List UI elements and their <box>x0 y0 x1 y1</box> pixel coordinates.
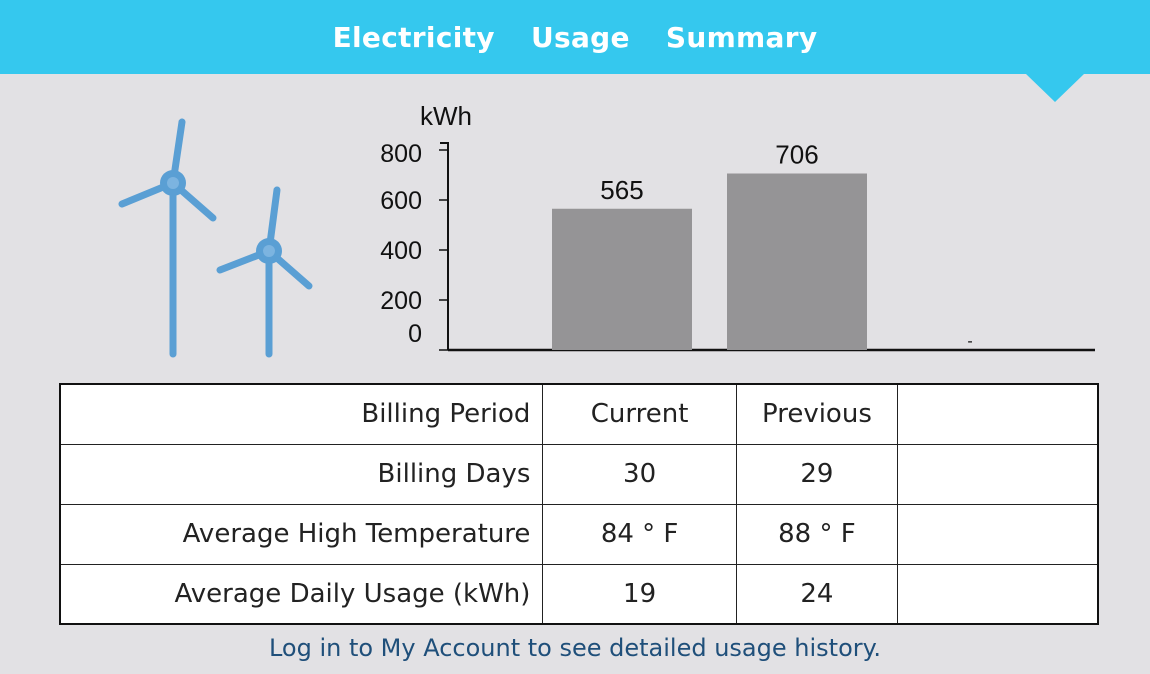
y-tick-label: 200 <box>380 287 422 315</box>
data-label: 706 <box>775 140 818 170</box>
bar <box>552 208 692 350</box>
row-label: Average High Temperature <box>59 503 544 565</box>
current-value: Current <box>542 383 737 445</box>
table-row: Billing Days 30 29 <box>59 443 1099 505</box>
bar <box>727 173 867 350</box>
y-tick-label: 0 <box>408 320 422 348</box>
data-label: - <box>967 333 972 350</box>
current-value: 30 <box>542 443 737 505</box>
turbine-small-icon <box>216 186 313 358</box>
previous-value: 88 ° F <box>735 503 899 565</box>
row-label: Billing Period <box>59 383 544 445</box>
table-row: Average Daily Usage (kWh) 19 24 <box>59 563 1099 625</box>
previous-value: 29 <box>735 443 899 505</box>
header-notch <box>1026 74 1084 102</box>
usage-table: Billing Period Current Previous Billing … <box>59 383 1099 625</box>
usage-bar-chart: kWh 800 600 400 200 0 565 706 - <box>360 92 1120 372</box>
row-label: Average Daily Usage (kWh) <box>59 563 544 625</box>
y-axis-label: kWh <box>420 101 472 131</box>
y-tick-label: 400 <box>380 237 422 265</box>
extra-value <box>897 383 1099 445</box>
previous-value: 24 <box>735 563 899 625</box>
page-title: Electricity Usage Summary <box>332 20 818 54</box>
extra-value <box>897 503 1099 565</box>
table-row: Billing Period Current Previous <box>59 383 1099 445</box>
extra-value <box>897 563 1099 625</box>
data-label: 565 <box>600 175 643 205</box>
previous-value: Previous <box>735 383 899 445</box>
wind-turbines-icon <box>100 108 330 368</box>
current-value: 19 <box>542 563 737 625</box>
y-tick-label: 600 <box>380 187 422 215</box>
table-row: Average High Temperature 84 ° F 88 ° F <box>59 503 1099 565</box>
extra-value <box>897 443 1099 505</box>
row-label: Billing Days <box>59 443 544 505</box>
y-tick-label: 800 <box>380 140 422 168</box>
turbine-large-icon <box>118 118 217 358</box>
header-bar: Electricity Usage Summary <box>0 0 1150 74</box>
footer-note: Log in to My Account to see detailed usa… <box>268 634 882 662</box>
current-value: 84 ° F <box>542 503 737 565</box>
